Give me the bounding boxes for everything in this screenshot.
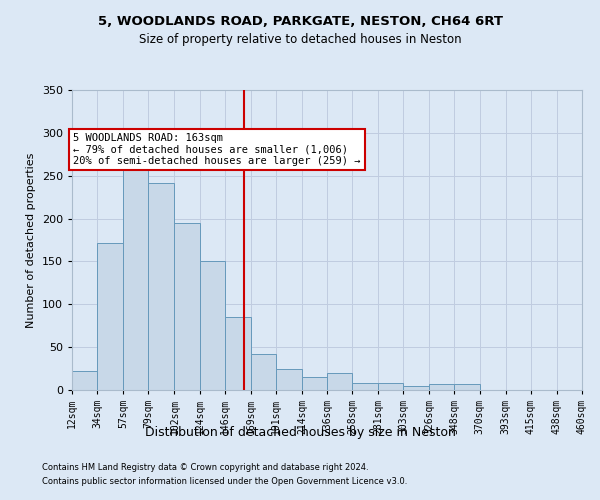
Bar	[403, 386, 430, 390]
Bar	[430, 384, 455, 390]
Bar	[97, 242, 123, 390]
Bar	[199, 262, 224, 390]
Text: 5 WOODLANDS ROAD: 163sqm
← 79% of detached houses are smaller (1,006)
20% of sem: 5 WOODLANDS ROAD: 163sqm ← 79% of detach…	[73, 133, 361, 166]
Bar	[455, 384, 479, 390]
Bar	[175, 223, 199, 390]
Bar	[123, 163, 148, 390]
Bar	[352, 383, 378, 390]
Bar	[302, 377, 327, 390]
Text: Size of property relative to detached houses in Neston: Size of property relative to detached ho…	[139, 32, 461, 46]
Bar	[378, 383, 403, 390]
Bar	[276, 368, 302, 390]
Text: Contains HM Land Registry data © Crown copyright and database right 2024.: Contains HM Land Registry data © Crown c…	[42, 464, 368, 472]
Bar	[327, 373, 352, 390]
Text: 5, WOODLANDS ROAD, PARKGATE, NESTON, CH64 6RT: 5, WOODLANDS ROAD, PARKGATE, NESTON, CH6…	[97, 15, 503, 28]
Bar	[72, 371, 97, 390]
Bar	[224, 317, 251, 390]
Bar	[251, 354, 276, 390]
Y-axis label: Number of detached properties: Number of detached properties	[26, 152, 36, 328]
Bar	[148, 182, 175, 390]
Text: Distribution of detached houses by size in Neston: Distribution of detached houses by size …	[145, 426, 455, 439]
Text: Contains public sector information licensed under the Open Government Licence v3: Contains public sector information licen…	[42, 477, 407, 486]
